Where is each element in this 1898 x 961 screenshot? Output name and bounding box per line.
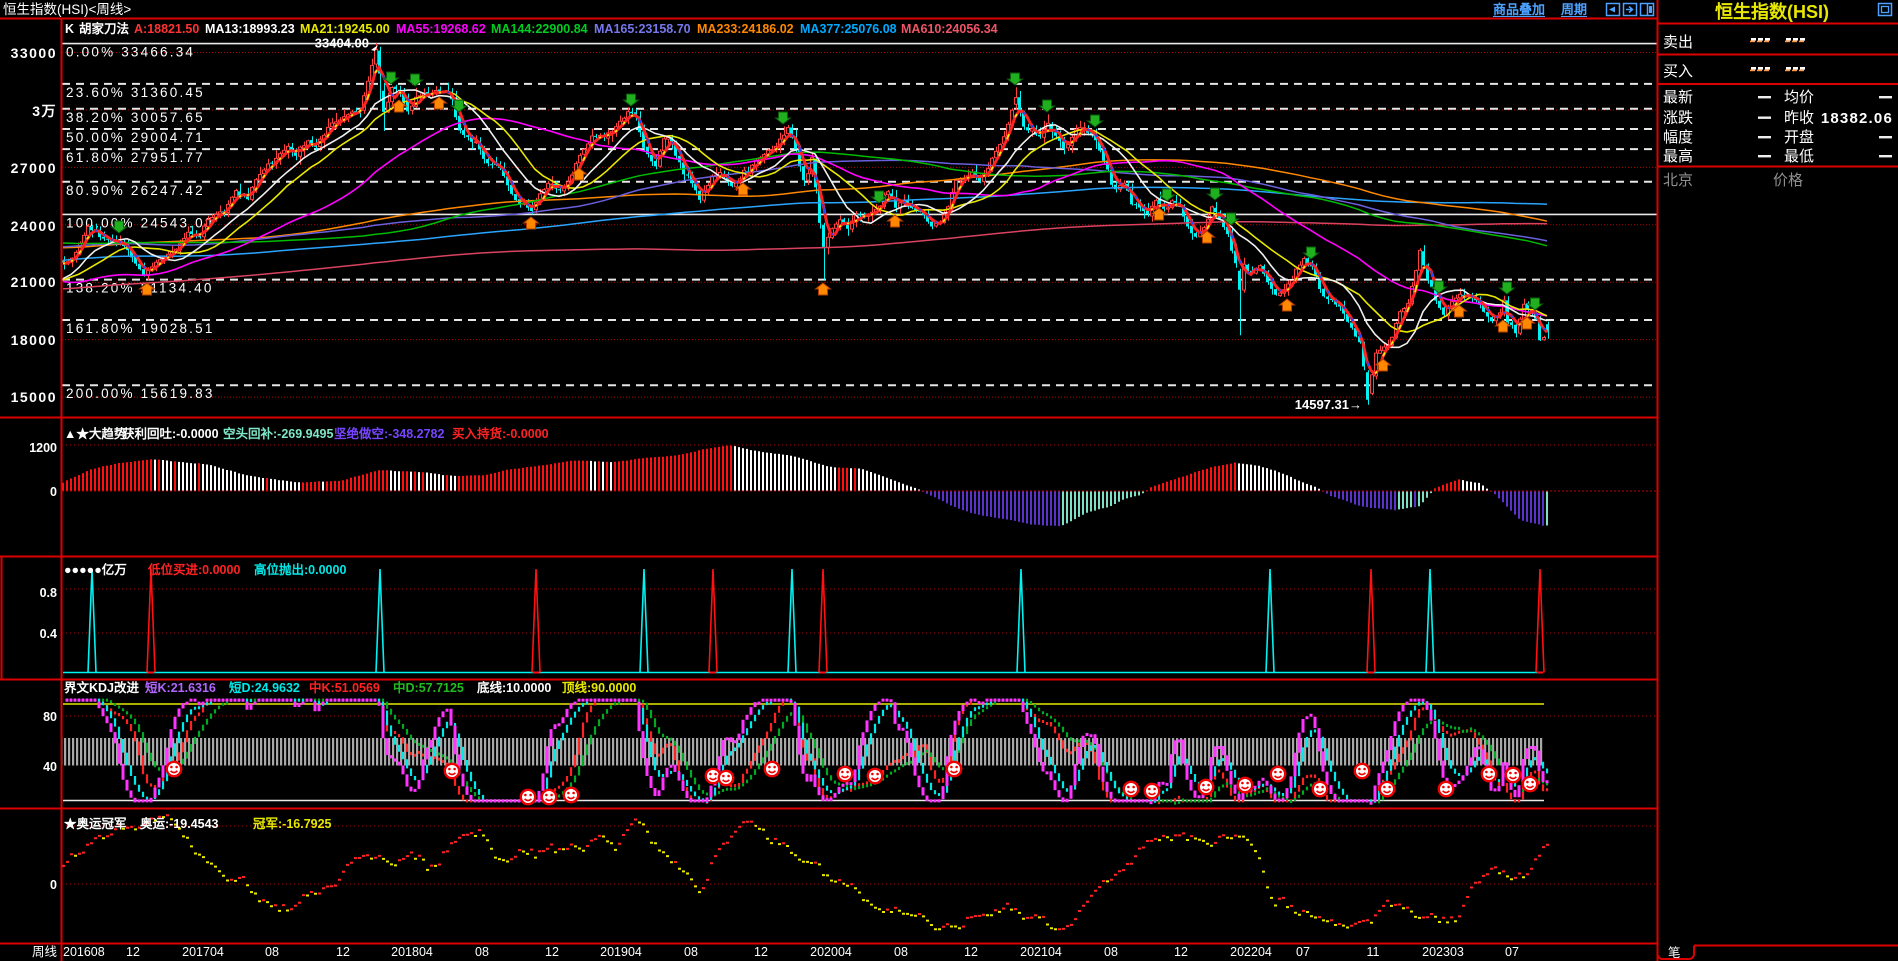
svg-text:12: 12 [754,945,768,959]
svg-text:12: 12 [1174,945,1188,959]
svg-text:幅度: 幅度 [1663,129,1693,146]
svg-text:商品叠加: 商品叠加 [1493,2,1545,17]
svg-text:12: 12 [126,945,140,959]
svg-text:价格: 价格 [1773,172,1803,189]
svg-text:18382.06: 18382.06 [1821,110,1893,127]
svg-text:涨跌: 涨跌 [1663,110,1693,127]
svg-text:3万: 3万 [32,103,57,119]
svg-text:202303: 202303 [1422,945,1464,959]
svg-text:201904: 201904 [600,945,642,959]
svg-text:80: 80 [43,710,57,724]
svg-text:27000: 27000 [11,160,57,176]
svg-text:0.4: 0.4 [40,627,57,641]
svg-text:202104: 202104 [1020,945,1062,959]
svg-text:80.90% 26247.42: 80.90% 26247.42 [66,183,205,198]
svg-text:200.00% 15619.83: 200.00% 15619.83 [66,386,215,401]
svg-text:202204: 202204 [1230,945,1272,959]
svg-text:12: 12 [545,945,559,959]
svg-text:07: 07 [1296,945,1310,959]
svg-text:15000: 15000 [11,389,57,405]
svg-text:100.00% 24543.08: 100.00% 24543.08 [66,215,215,230]
svg-text:最高: 最高 [1663,148,1693,165]
svg-text:138.20% 21134.40: 138.20% 21134.40 [66,281,214,296]
svg-text:08: 08 [684,945,698,959]
svg-text:1200: 1200 [29,441,57,455]
svg-text:笔: 笔 [1668,945,1681,960]
svg-text:恒生指数(HSI)<周线>: 恒生指数(HSI)<周线> [3,2,131,17]
svg-text:昨收: 昨收 [1784,110,1814,127]
svg-text:12: 12 [336,945,350,959]
svg-text:23.60% 31360.45: 23.60% 31360.45 [66,85,205,100]
svg-text:08: 08 [894,945,908,959]
svg-text:开盘: 开盘 [1784,128,1814,146]
svg-text:最低: 最低 [1784,148,1814,165]
svg-text:18000: 18000 [11,332,57,348]
svg-text:07: 07 [1505,945,1519,959]
svg-text:0: 0 [50,485,57,499]
svg-text:50.00% 29004.71: 50.00% 29004.71 [66,130,205,145]
svg-text:周期: 周期 [1561,2,1587,17]
svg-text:161.80% 19028.51: 161.80% 19028.51 [66,321,215,336]
svg-text:11: 11 [1367,945,1380,959]
svg-text:08: 08 [265,945,279,959]
svg-text:40: 40 [43,760,57,774]
svg-text:恒生指数(HSI): 恒生指数(HSI) [1715,1,1829,22]
svg-text:周线: 周线 [32,945,58,959]
svg-text:0.8: 0.8 [40,586,57,600]
svg-text:24000: 24000 [11,218,57,234]
svg-text:201704: 201704 [182,945,224,959]
svg-text:14597.31→: 14597.31→ [1295,397,1362,412]
svg-text:202004: 202004 [810,945,852,959]
svg-text:12: 12 [964,945,978,959]
svg-text:均价: 均价 [1784,89,1814,106]
svg-text:08: 08 [1104,945,1118,959]
svg-text:61.80% 27951.77: 61.80% 27951.77 [66,150,205,165]
svg-text:0.00% 33466.34: 0.00% 33466.34 [66,45,195,60]
svg-text:卖出: 卖出 [1663,34,1693,51]
svg-text:北京: 北京 [1663,172,1693,189]
svg-text:买入: 买入 [1663,63,1693,80]
svg-text:201804: 201804 [391,945,433,959]
svg-text:201608: 201608 [63,945,105,959]
svg-text:0: 0 [50,878,57,892]
svg-text:08: 08 [475,945,489,959]
svg-text:38.20% 30057.65: 38.20% 30057.65 [66,110,205,125]
svg-text:33404.00: 33404.00 [315,36,369,51]
svg-text:21000: 21000 [11,274,57,290]
svg-text:33000: 33000 [11,45,57,61]
svg-text:最新: 最新 [1663,89,1693,106]
